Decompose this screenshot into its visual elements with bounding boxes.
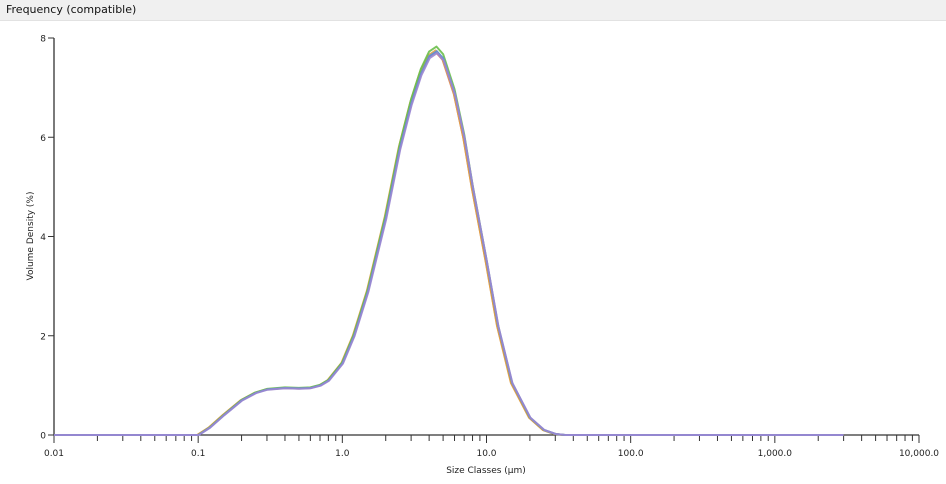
x-axis-label: Size Classes (µm) (446, 466, 526, 476)
x-tick-label: 0.1 (191, 449, 205, 459)
y-tick-label: 2 (40, 332, 46, 342)
series-line-2 (54, 49, 844, 436)
series-line-5 (54, 52, 844, 436)
y-tick-label: 0 (40, 432, 46, 442)
x-tick-label: 100.0 (618, 449, 644, 459)
x-tick-label: 1.0 (335, 449, 350, 459)
y-tick-label: 4 (40, 233, 46, 243)
series-line-3 (54, 45, 844, 436)
series-line-4 (54, 50, 844, 436)
x-tick-label: 10,000.0 (899, 449, 939, 459)
y-axis-label: Volume Density (%) (26, 192, 36, 281)
y-tick-label: 6 (40, 134, 46, 144)
x-tick-label: 1,000.0 (758, 449, 793, 459)
x-tick-label: 10.0 (476, 449, 496, 459)
x-tick-label: 0.01 (44, 449, 64, 459)
y-tick-label: 8 (40, 35, 46, 45)
series-line-1 (54, 51, 844, 436)
panel-title: Frequency (compatible) (0, 0, 946, 21)
